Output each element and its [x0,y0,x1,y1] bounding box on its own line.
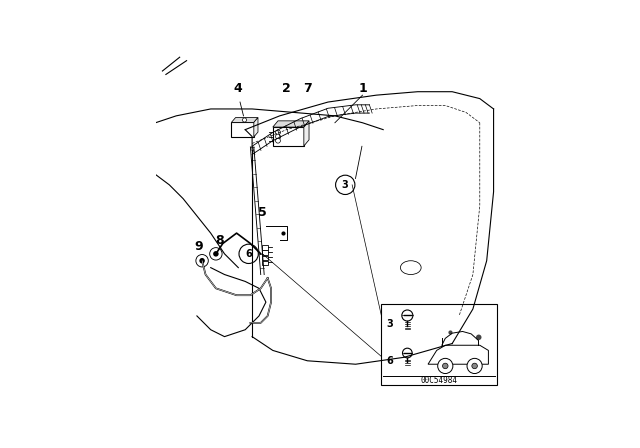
Text: 00C54984: 00C54984 [420,376,458,385]
Text: 4: 4 [234,82,243,95]
Polygon shape [304,121,309,146]
Circle shape [402,310,413,321]
Text: 6: 6 [387,356,394,366]
Polygon shape [232,117,258,122]
Circle shape [438,358,453,374]
Circle shape [467,358,482,374]
Circle shape [476,335,481,340]
Bar [262,245,268,250]
Circle shape [276,138,280,143]
Bar [262,250,268,255]
Circle shape [213,251,219,257]
Text: 8: 8 [215,233,223,246]
Circle shape [199,258,205,263]
Text: 6: 6 [245,249,252,259]
Text: 3: 3 [342,180,349,190]
Bar [381,304,497,385]
Circle shape [210,248,222,260]
Text: 1: 1 [358,82,367,95]
Circle shape [276,130,280,135]
Bar [232,122,254,137]
Circle shape [276,134,280,139]
Text: 9: 9 [195,241,203,254]
Text: 5: 5 [258,206,267,219]
Circle shape [472,363,477,369]
Bar [262,255,268,260]
Circle shape [243,118,246,122]
Circle shape [442,363,448,369]
Circle shape [449,331,452,335]
Text: 7: 7 [303,82,312,95]
Polygon shape [273,121,309,127]
Bar [262,261,268,265]
Polygon shape [254,117,258,137]
Text: 2: 2 [282,82,291,95]
Bar [273,127,304,146]
Circle shape [196,254,208,267]
Circle shape [403,348,412,358]
Text: 3: 3 [387,319,394,329]
